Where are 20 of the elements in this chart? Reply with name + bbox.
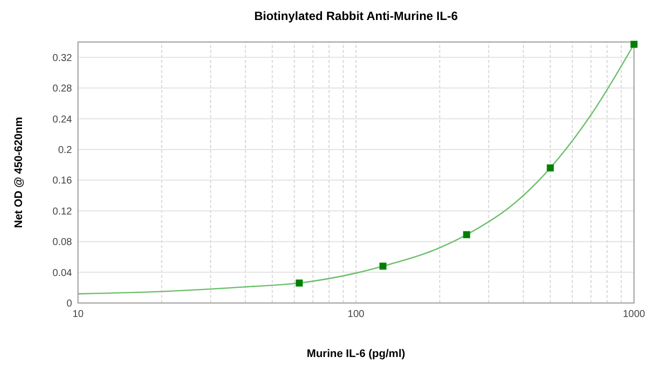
y-tick-label: 0.28	[52, 84, 72, 95]
y-tick-label: 0.16	[52, 176, 72, 187]
y-axis-title: Net OD @ 450-620nm	[13, 116, 25, 228]
y-tick-label: 0.2	[58, 144, 72, 156]
y-tick-label: 0.24	[52, 114, 72, 126]
y-tick-label: 0.12	[52, 206, 72, 218]
x-tick-label: 100	[348, 309, 365, 320]
y-tick-label: 0.32	[52, 52, 72, 64]
x-tick-label: 10	[72, 309, 84, 320]
point	[379, 262, 386, 270]
point	[463, 231, 470, 238]
point	[630, 40, 638, 48]
x-tick-label: 1000	[622, 309, 646, 320]
x-axis-title: Murine IL-6 (pg/ml)	[306, 348, 406, 360]
point	[296, 280, 303, 287]
y-tick-label: 0	[66, 298, 72, 310]
chart-title: Biotinylated Rabbit Anti-Murine IL-6	[254, 9, 458, 23]
y-tick-label: 0.04	[52, 268, 72, 279]
y-tick-label: 0.08	[52, 237, 72, 248]
point	[546, 164, 554, 172]
